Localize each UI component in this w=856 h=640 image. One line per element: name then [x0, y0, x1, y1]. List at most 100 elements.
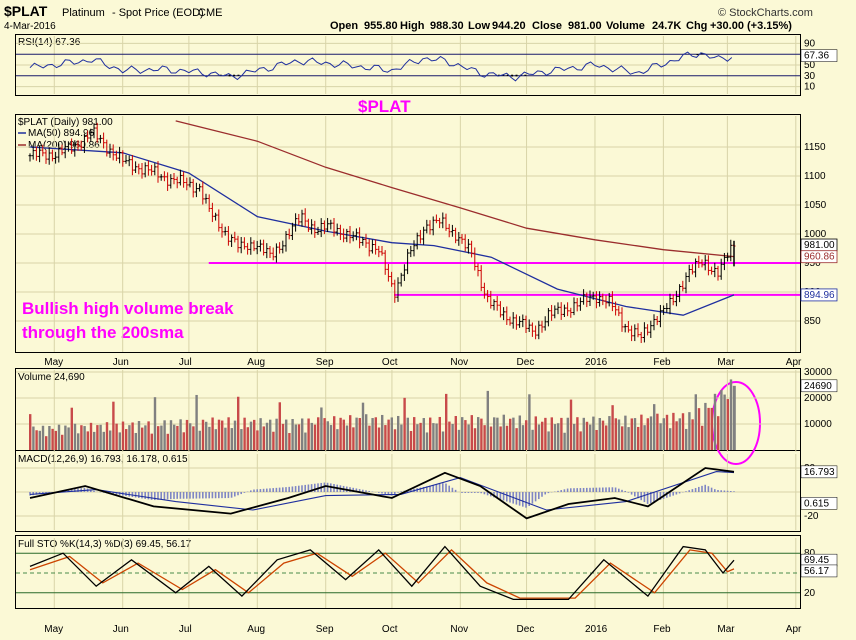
macd-histogram-bar: [387, 492, 390, 495]
volume-bar: [54, 430, 57, 450]
panel-frames: [15, 34, 801, 609]
volume-bar: [605, 425, 608, 450]
volume-bar: [253, 419, 256, 450]
volume-bar: [589, 424, 592, 450]
volume-bar: [64, 425, 67, 450]
rsi-oversold-fill: [228, 74, 231, 77]
macd-histogram-bar: [314, 483, 316, 492]
macd-histogram-bar: [714, 489, 716, 492]
volume-bar: [502, 414, 505, 450]
price-panel: [15, 114, 801, 353]
rsi-oversold-fill: [497, 74, 500, 76]
volume-bar: [726, 399, 729, 450]
ma50-value-tag-box: [800, 288, 838, 302]
macd-tick-label: -20: [804, 511, 819, 522]
macd-histogram-bar: [618, 488, 620, 492]
volume-bar: [214, 429, 217, 450]
volume-bar: [406, 417, 409, 450]
volume-bar: [291, 419, 294, 450]
macd-histogram-bar: [522, 492, 524, 507]
macd-histogram-bar: [256, 489, 258, 492]
volume-bar: [342, 419, 345, 450]
volume-bar: [592, 416, 595, 450]
volume-bar: [685, 428, 688, 450]
volume-bar: [240, 429, 243, 450]
volume-bar: [691, 419, 694, 450]
ma200-value-tag-box: [800, 250, 838, 264]
macd-histogram-bar: [400, 491, 402, 492]
month-tick-label: Jul: [179, 357, 192, 368]
volume-bar: [425, 432, 429, 450]
volume-bar: [675, 421, 678, 450]
macd-histogram-bar: [720, 490, 722, 492]
volume-bar: [547, 431, 550, 450]
volume-bar: [390, 417, 393, 450]
sto-panel: [15, 535, 801, 609]
volume-bar: [51, 428, 54, 450]
volume-bar: [195, 394, 198, 450]
volume-bar: [352, 427, 355, 450]
macd-histogram-bar: [525, 492, 527, 508]
month-tick-label: Nov: [450, 357, 468, 368]
macd-histogram-bar: [253, 489, 255, 492]
macd-histogram-bar: [93, 490, 95, 492]
volume-bar: [563, 432, 566, 450]
volume-bar: [112, 401, 115, 450]
volume-bar: [493, 417, 496, 450]
volume-bar: [198, 430, 201, 450]
macd-histogram-bar: [138, 492, 140, 498]
macd-histogram-bar: [627, 492, 630, 493]
volume-bar: [525, 420, 528, 450]
macd-histogram-bar: [435, 484, 438, 492]
volume-bar: [515, 428, 518, 450]
macd-histogram-bar: [464, 492, 466, 493]
volume-bar: [355, 417, 358, 450]
macd-histogram-bar: [426, 486, 428, 492]
volume-bar: [131, 422, 134, 450]
volume-bar: [438, 416, 441, 450]
rsi-oversold-fill: [511, 74, 514, 77]
volume-bar: [211, 417, 214, 450]
macd-histogram-bar: [685, 491, 687, 492]
rsi-overbought-fill: [700, 53, 703, 55]
price-tick-label: 1150: [804, 142, 826, 153]
volume-bar: [384, 425, 387, 450]
volume-bar: [281, 423, 285, 450]
month-tick-label: Aug: [247, 624, 265, 635]
volume-bar: [656, 413, 659, 450]
volume-bar: [339, 417, 342, 450]
macd-histogram-bar: [694, 488, 697, 492]
volume-bar: [272, 431, 275, 450]
volume-bar: [173, 424, 176, 450]
volume-bar: [205, 421, 208, 450]
macd-histogram-bar: [518, 492, 521, 506]
macd-histogram-bar: [35, 492, 38, 495]
rsi-oversold-fill: [524, 74, 527, 76]
macd-histogram-bar: [275, 487, 278, 492]
macd-histogram-bar: [579, 488, 582, 492]
volume-bar: [403, 397, 406, 450]
volume-bar: [259, 418, 262, 450]
macd-histogram-bar: [90, 489, 92, 492]
volume-bar: [150, 433, 153, 450]
macd-histogram-bar: [707, 486, 710, 492]
volume-bar: [166, 433, 169, 450]
macd-histogram-bar: [730, 491, 732, 492]
volume-bar: [329, 425, 333, 450]
volume-bar: [275, 418, 278, 450]
macd-histogram-bar: [186, 492, 188, 499]
volume-bar: [153, 397, 157, 450]
macd-panel: [15, 450, 801, 532]
volume-bar: [480, 418, 483, 450]
macd-histogram-bar: [42, 492, 44, 494]
volume-bar: [29, 414, 32, 450]
macd-histogram-bar: [243, 492, 246, 493]
header-symbol: $PLAT: [4, 3, 48, 19]
macd-histogram-bar: [531, 492, 534, 504]
macd-histogram-bar: [650, 492, 652, 504]
ma50-line: [29, 146, 735, 316]
macd-histogram-bar: [483, 492, 486, 495]
volume-bar: [537, 424, 541, 450]
macd-histogram-bar: [678, 492, 681, 494]
ma200-label: MA(200) 960.86: [28, 140, 100, 151]
